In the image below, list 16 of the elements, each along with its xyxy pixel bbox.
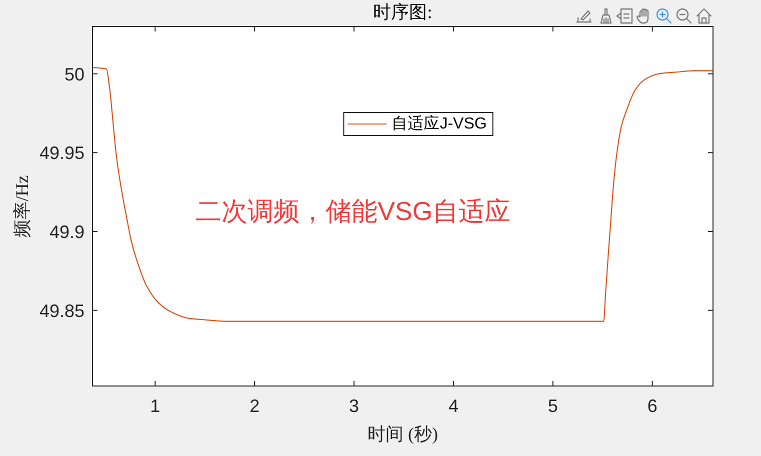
- x-tick-label: 3: [349, 396, 360, 416]
- y-axis-title: 频率/Hz: [12, 175, 32, 238]
- y-tick-label: 50: [64, 64, 84, 84]
- chart-title: 时序图:: [373, 2, 432, 22]
- y-tick-label: 49.9: [49, 222, 84, 242]
- x-tick-label: 2: [250, 396, 260, 416]
- annotation: 二次调频，储能VSG自适应: [196, 196, 511, 226]
- x-tick-label: 6: [647, 396, 658, 416]
- x-tick-label: 5: [548, 396, 558, 416]
- legend: 自适应J-VSG: [343, 112, 494, 136]
- y-tick-label: 49.95: [39, 143, 84, 164]
- x-tick-label: 1: [150, 396, 160, 416]
- legend-label: 自适应J-VSG: [392, 114, 487, 132]
- x-axis-title: 时间 (秒): [368, 424, 438, 444]
- y-tick-label: 49.85: [39, 300, 84, 321]
- x-tick-label: 4: [448, 396, 458, 416]
